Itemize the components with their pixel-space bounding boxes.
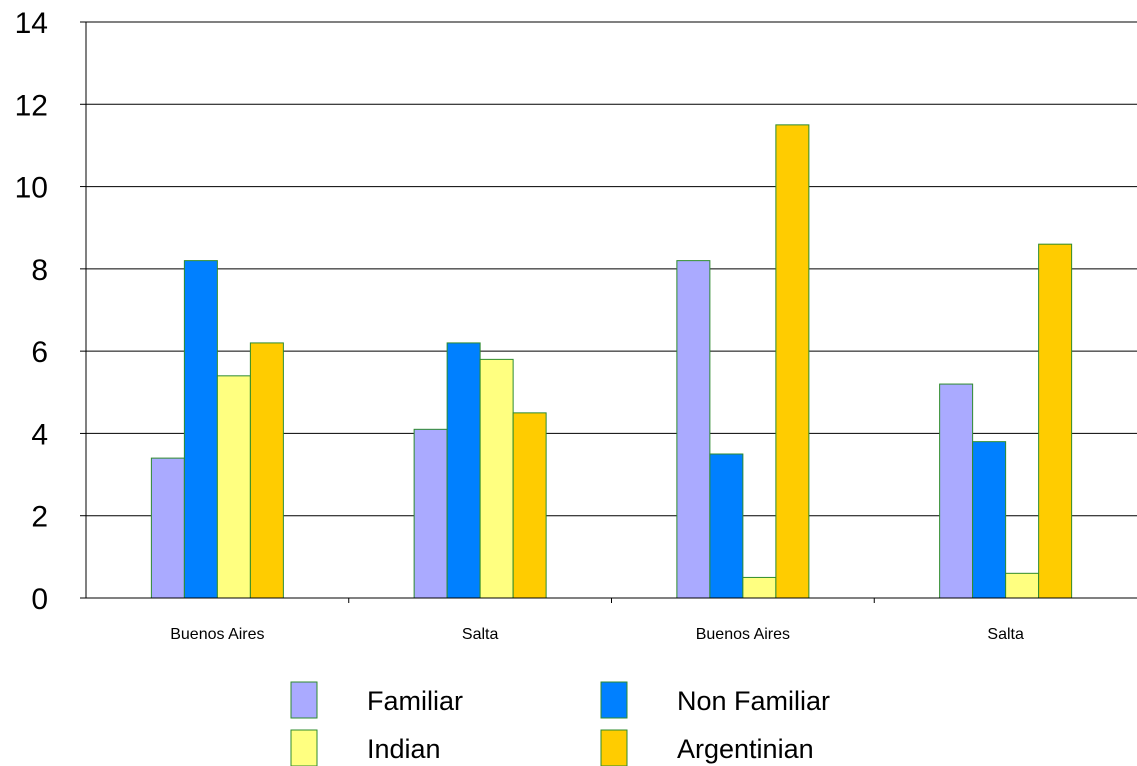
bar-indian [742,576,777,599]
y-tick-label: 8 [31,254,48,287]
y-axis-ticks: 0 2 4 6 8 10 12 14 [15,7,86,616]
bar-indian [479,358,514,599]
legend-label: Argentinian [677,734,814,764]
legend: Familiar Non Familiar Indian Argentinian [290,681,830,766]
y-tick-label: 6 [31,336,48,369]
bar-familiar [150,457,185,599]
y-tick-label: 14 [15,7,48,40]
bar-indian [216,375,251,599]
bar-non-familiar [446,342,481,599]
bar-argentinian [1038,243,1073,599]
legend-swatch-argentinian [600,729,628,766]
bar-argentinian [512,412,547,599]
bar-indian [1005,572,1040,599]
bar-familiar [939,383,974,599]
y-tick-label: 4 [31,418,48,451]
bar-non-familiar [972,441,1007,599]
bar-argentinian [249,342,284,599]
bar-non-familiar [709,453,744,599]
legend-swatch-indian [290,729,318,766]
bars [150,124,1073,599]
x-category-label: Salta [987,626,1024,643]
bar-familiar [413,428,448,599]
y-tick-label: 0 [31,583,48,616]
x-axis-labels: Buenos Aires Salta Buenos Aires Salta [170,626,1024,643]
legend-label: Familiar [367,686,463,716]
bar-familiar [676,260,711,599]
legend-label: Indian [367,734,441,764]
bar-argentinian [775,124,810,599]
x-category-label: Buenos Aires [696,626,790,643]
y-tick-label: 10 [15,172,48,205]
legend-swatch-familiar [290,681,318,719]
legend-swatch-non-familiar [600,681,628,719]
x-category-label: Buenos Aires [170,626,264,643]
y-tick-label: 2 [31,501,48,534]
legend-label: Non Familiar [677,686,830,716]
y-tick-label: 12 [15,89,48,122]
axes [85,22,1137,603]
x-category-label: Salta [462,626,499,643]
bar-non-familiar [183,260,218,599]
